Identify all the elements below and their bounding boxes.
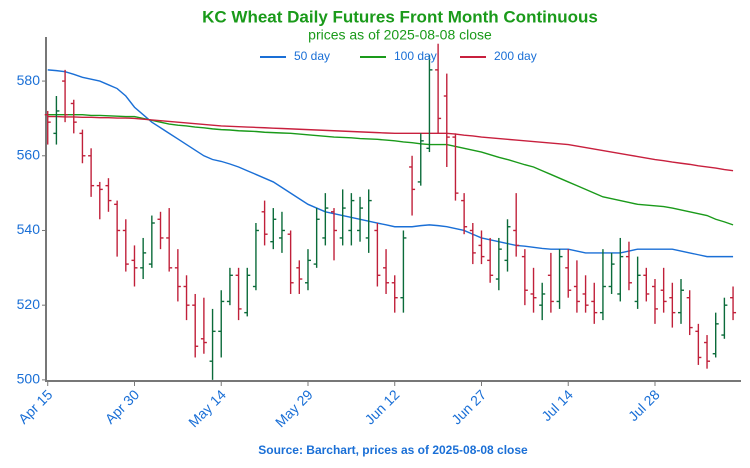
moving-average-line	[47, 115, 734, 172]
y-tick-label: 580	[17, 72, 41, 88]
legend-label: 200 day	[494, 49, 537, 63]
legend-label: 100 day	[394, 49, 437, 63]
x-tick-label: Jul 28	[625, 386, 663, 424]
chart-title: KC Wheat Daily Futures Front Month Conti…	[202, 7, 598, 26]
y-tick-label: 540	[17, 221, 41, 237]
x-tick-label: Apr 15	[15, 386, 56, 427]
legend-label: 50 day	[294, 49, 330, 63]
x-tick-label: Jun 12	[361, 386, 402, 427]
x-tick-label: May 29	[272, 386, 316, 430]
chart-subtitle: prices as of 2025-08-08 close	[308, 27, 492, 43]
source-note: Source: Barchart, prices as of 2025-08-0…	[258, 443, 528, 457]
y-tick-label: 560	[17, 146, 41, 162]
x-tick-label: Jul 14	[538, 386, 576, 424]
moving-average-line	[47, 69, 734, 258]
x-tick-label: May 14	[185, 386, 229, 430]
x-tick-label: Jun 27	[448, 386, 489, 427]
x-tick-label: Apr 30	[102, 386, 143, 427]
y-tick-label: 500	[17, 371, 41, 387]
y-tick-label: 520	[17, 296, 41, 312]
moving-average-line	[47, 113, 734, 226]
